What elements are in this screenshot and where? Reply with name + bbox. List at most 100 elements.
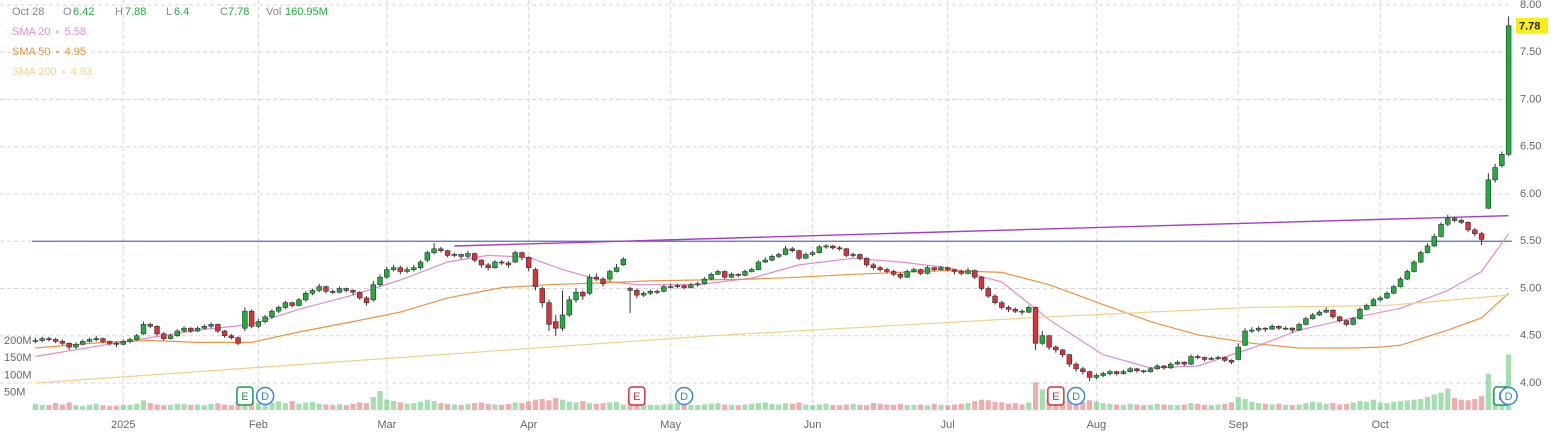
header-label: Vol <box>266 6 281 18</box>
volume-bar <box>836 405 843 410</box>
volume-bar <box>1364 401 1370 410</box>
volume-tick-label: 200M <box>4 335 32 347</box>
volume-bar <box>80 405 86 410</box>
volume-bar <box>458 404 464 410</box>
candle-body <box>343 288 349 291</box>
header-value: 7.78 <box>228 6 249 18</box>
candle-body <box>985 288 991 297</box>
volume-bar <box>1472 398 1478 410</box>
candle-body <box>39 338 45 341</box>
volume-bar <box>634 402 640 410</box>
candle-body <box>1472 229 1478 234</box>
volume-bar <box>53 403 59 410</box>
volume-bar <box>188 404 194 410</box>
candle-body <box>404 269 410 272</box>
volume-bar <box>316 403 322 410</box>
candle-body <box>174 330 180 337</box>
volume-bar <box>336 404 343 410</box>
candle-body <box>46 338 52 340</box>
candle-body <box>1208 358 1214 360</box>
candle-body <box>1323 309 1329 313</box>
volume-bar <box>607 402 613 410</box>
volume-bar <box>1120 404 1127 410</box>
volume-bar <box>451 404 457 410</box>
volume-bar <box>688 404 694 410</box>
volume-bar <box>357 402 363 410</box>
volume-bar <box>1059 401 1066 410</box>
volume-bar <box>735 405 741 410</box>
volume-bar <box>809 405 816 410</box>
volume-bar <box>640 403 647 410</box>
candle-body <box>248 310 255 327</box>
candle-body <box>620 258 627 266</box>
candle-body <box>1012 308 1018 312</box>
candle-body <box>742 271 748 276</box>
volume-bar <box>1005 403 1012 410</box>
volume-bar <box>1188 403 1194 410</box>
candle-body <box>52 339 59 342</box>
volume-bar <box>32 403 38 410</box>
candle-body <box>411 267 417 270</box>
candle-body <box>127 339 133 342</box>
candle-body <box>546 302 552 325</box>
volume-bar <box>397 402 403 410</box>
candle-body <box>945 267 951 270</box>
header-value: 7.88 <box>125 6 146 18</box>
candle-body <box>370 284 376 301</box>
volume-bar <box>1296 404 1302 410</box>
candle-body <box>221 330 228 337</box>
candle-body <box>661 286 667 292</box>
volume-bar <box>59 404 66 410</box>
volume-bar <box>1458 399 1464 410</box>
candle-body <box>100 338 106 342</box>
volume-bar <box>350 403 356 410</box>
candle-body <box>316 286 322 291</box>
candle-body <box>242 310 248 329</box>
candle-body <box>958 271 964 274</box>
event-badge <box>236 386 254 406</box>
candle-body <box>809 252 816 255</box>
volume-bar <box>1330 403 1336 410</box>
volume-bar <box>668 403 674 410</box>
candle-body <box>1478 233 1485 240</box>
volume-bar <box>1465 400 1471 410</box>
price-tag <box>1516 17 1548 34</box>
volume-bar <box>120 404 126 410</box>
volume-bar <box>330 404 336 410</box>
volume-bar <box>1269 404 1275 410</box>
candle-body <box>1269 325 1275 330</box>
candle-body <box>255 321 262 327</box>
candle-body <box>1174 361 1181 365</box>
volume-bar <box>1289 405 1295 410</box>
volume-bar <box>796 402 802 410</box>
candle-body <box>1005 307 1012 310</box>
candle-body <box>357 291 363 299</box>
candle-body <box>1147 368 1154 372</box>
volume-bar <box>73 405 79 410</box>
candle-body <box>532 269 539 287</box>
header-label: H <box>115 6 123 18</box>
candle-body <box>519 252 525 258</box>
volume-bar <box>857 404 863 410</box>
volume-bar <box>803 404 809 410</box>
volume-bar <box>1154 403 1160 410</box>
volume-bar <box>1418 398 1424 410</box>
volume-bar <box>1141 405 1147 410</box>
candle-body <box>1445 218 1451 225</box>
candle-body <box>1107 371 1113 374</box>
volume-bar <box>1262 403 1268 410</box>
volume-bar <box>864 405 870 410</box>
candle-body <box>215 324 221 332</box>
volume-bar <box>526 401 532 410</box>
volume-bar <box>46 405 52 410</box>
candle-body <box>1296 324 1302 331</box>
volume-bar <box>1114 404 1120 410</box>
candle-body <box>350 290 356 293</box>
volume-bar <box>1445 388 1451 410</box>
volume-bar <box>1249 401 1255 410</box>
volume-bar <box>1391 401 1397 410</box>
candle-body <box>627 288 633 291</box>
volume-tick-label: 100M <box>4 369 32 381</box>
volume-bar <box>1195 403 1201 410</box>
volume-bar <box>654 405 660 410</box>
